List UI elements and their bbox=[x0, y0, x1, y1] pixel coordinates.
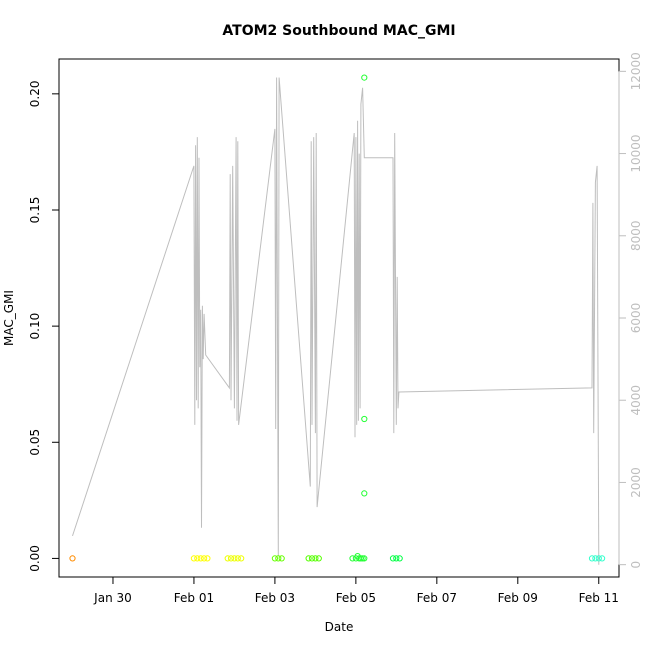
y2-tick-label: 2000 bbox=[629, 467, 643, 498]
data-point bbox=[308, 555, 316, 562]
x-tick-label: Jan 30 bbox=[93, 591, 132, 605]
data-point bbox=[231, 555, 238, 562]
data-point bbox=[201, 555, 208, 562]
series-line-right-axis bbox=[72, 77, 600, 565]
x-tick-label: Feb 05 bbox=[336, 591, 376, 605]
data-point bbox=[69, 555, 76, 562]
data-point bbox=[315, 555, 322, 562]
data-point bbox=[227, 555, 235, 562]
data-point bbox=[305, 555, 312, 562]
x-tick-label: Feb 03 bbox=[255, 591, 295, 605]
chart-title: ATOM2 Southbound MAC_GMI bbox=[222, 23, 455, 39]
data-point bbox=[271, 555, 278, 562]
y2-tick-label: 0 bbox=[629, 561, 643, 569]
data-point bbox=[396, 555, 403, 562]
x-tick-label: Feb 01 bbox=[174, 591, 214, 605]
data-point bbox=[393, 555, 400, 562]
data-point bbox=[361, 415, 368, 423]
data-point bbox=[194, 555, 201, 562]
data-point bbox=[599, 555, 606, 562]
data-point bbox=[361, 490, 368, 497]
data-point bbox=[234, 555, 241, 562]
y-tick-label: 0.10 bbox=[28, 313, 42, 340]
y-axis-right: 0 2000 4000 6000 8000 10000 12000 bbox=[618, 52, 643, 569]
y2-tick-label: 8000 bbox=[629, 221, 643, 252]
data-point bbox=[204, 555, 211, 562]
y2-tick-label: 4000 bbox=[629, 385, 643, 416]
data-point bbox=[349, 555, 356, 562]
data-point bbox=[588, 555, 596, 562]
data-point bbox=[389, 555, 397, 562]
data-point bbox=[190, 555, 197, 562]
data-point bbox=[224, 555, 231, 562]
y-tick-label: 0.15 bbox=[28, 197, 42, 224]
x-axis-label: Date bbox=[325, 620, 354, 634]
data-point bbox=[275, 555, 282, 562]
data-point bbox=[354, 553, 361, 560]
y2-tick-label: 12000 bbox=[629, 52, 643, 90]
x-tick-label: Feb 09 bbox=[498, 591, 538, 605]
data-point bbox=[197, 555, 204, 562]
y-axis-label: MAC_GMI bbox=[2, 290, 16, 346]
x-tick-label: Feb 11 bbox=[579, 591, 619, 605]
data-point bbox=[238, 555, 245, 562]
x-tick-label: Feb 07 bbox=[417, 591, 457, 605]
y2-tick-label: 6000 bbox=[629, 303, 643, 334]
y2-tick-label: 10000 bbox=[629, 134, 643, 172]
data-point bbox=[361, 74, 368, 81]
y-axis-left: 0.00 0.05 0.10 0.15 0.20 bbox=[28, 80, 60, 572]
data-point bbox=[595, 555, 602, 562]
data-point bbox=[312, 555, 319, 562]
series-layer bbox=[69, 74, 606, 565]
data-point bbox=[359, 555, 366, 562]
y-tick-label: 0.00 bbox=[28, 545, 42, 572]
x-axis: Jan 30 Feb 01 Feb 03 Feb 05 Feb 07 Feb 09 Feb … bbox=[93, 576, 619, 605]
data-point bbox=[592, 555, 599, 562]
y-tick-label: 0.05 bbox=[28, 429, 42, 456]
data-point bbox=[361, 555, 368, 562]
y-tick-label: 0.20 bbox=[28, 80, 42, 107]
data-point bbox=[278, 555, 285, 562]
plot-frame bbox=[58, 58, 620, 578]
